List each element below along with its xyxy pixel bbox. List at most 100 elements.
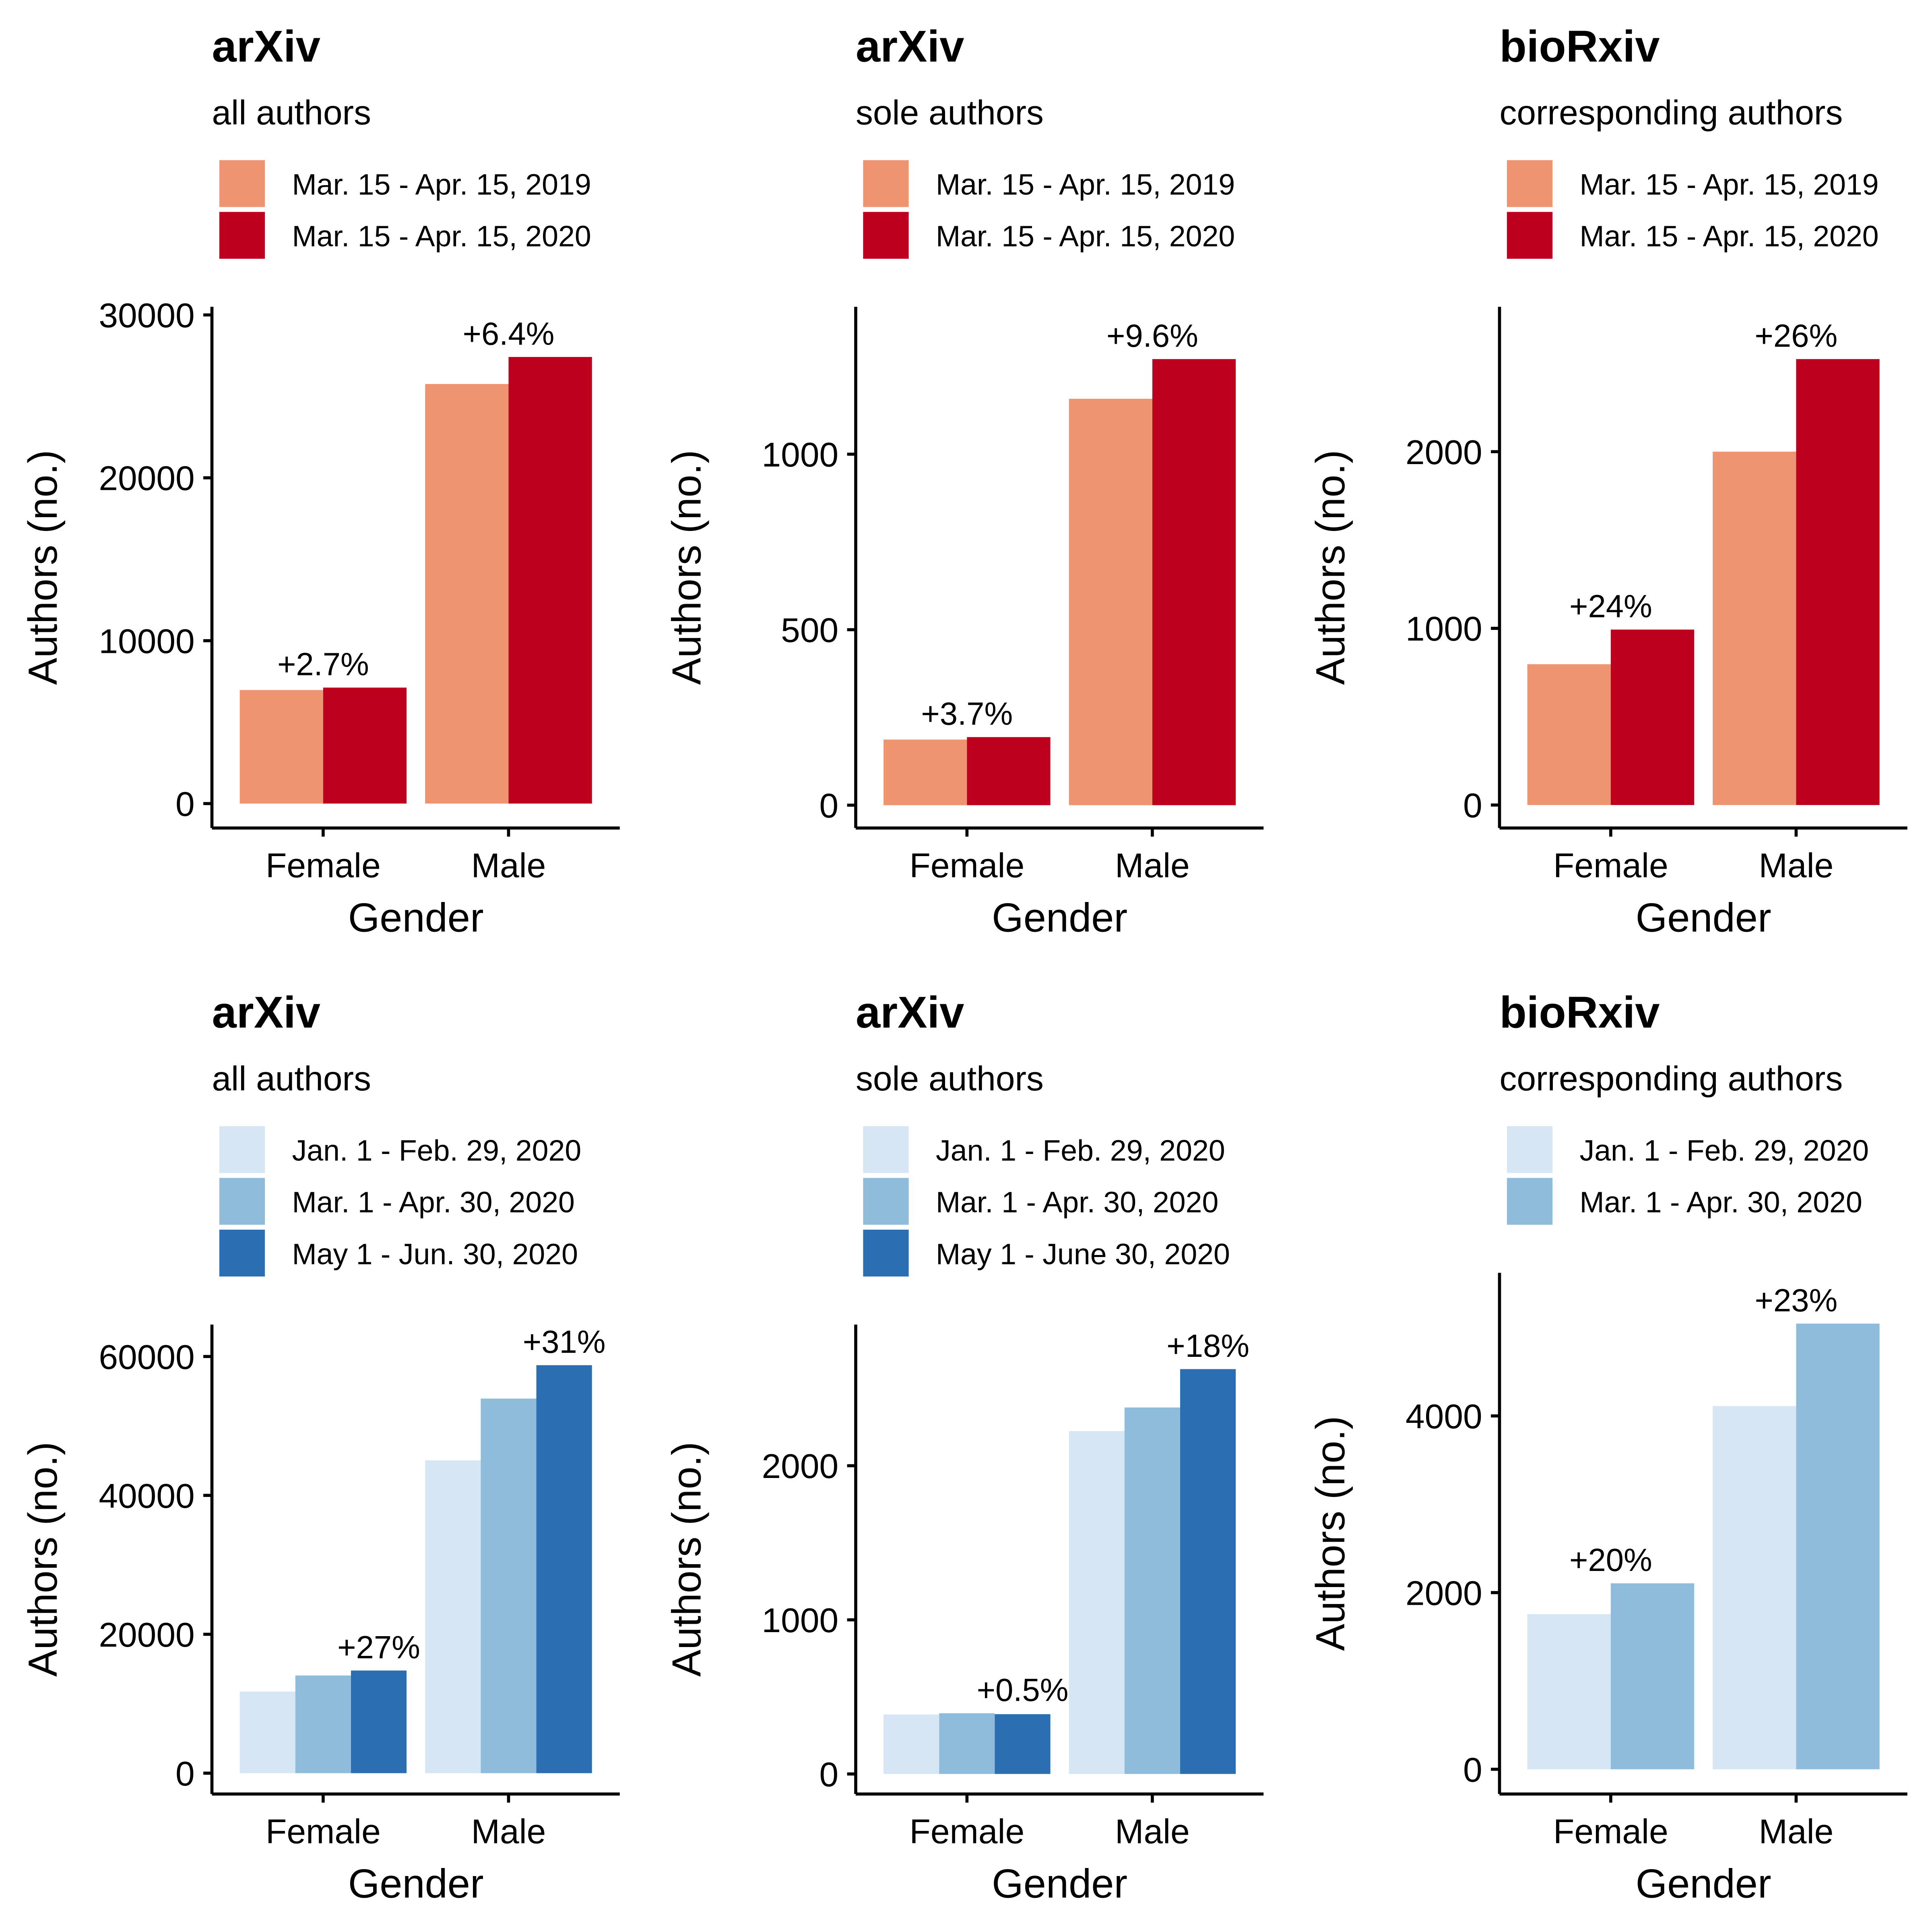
y-tick-label: 20000 (99, 1616, 194, 1654)
legend-swatch (219, 1126, 265, 1173)
chart-subtitle: corresponding authors (1500, 1059, 1843, 1098)
legend-label: Mar. 15 - Apr. 15, 2020 (1579, 219, 1878, 253)
y-tick-label: 4000 (1406, 1397, 1482, 1436)
y-axis-title: Authors (no.) (664, 1442, 709, 1677)
bar (1527, 664, 1611, 805)
x-tick-label: Female (266, 1812, 381, 1851)
bar (295, 1675, 351, 1773)
y-tick-label: 0 (175, 785, 195, 824)
y-tick-label: 0 (175, 1754, 195, 1793)
x-tick-label: Male (1759, 1812, 1834, 1851)
y-tick-label: 60000 (99, 1338, 194, 1377)
bar (1610, 630, 1695, 805)
annotation: +27% (337, 1629, 420, 1665)
x-tick-label: Female (1553, 846, 1668, 885)
y-tick-label: 40000 (99, 1477, 194, 1515)
bar (425, 1460, 481, 1773)
legend-label: Mar. 15 - Apr. 15, 2019 (936, 168, 1235, 201)
annotation: +6.4% (463, 316, 555, 351)
x-tick-label: Female (909, 1812, 1024, 1851)
legend-label: Mar. 1 - Apr. 30, 2020 (936, 1185, 1218, 1219)
legend-label: May 1 - June 30, 2020 (936, 1237, 1230, 1271)
legend-label: Mar. 1 - Apr. 30, 2020 (1579, 1185, 1862, 1219)
annotation: +18% (1166, 1328, 1249, 1364)
x-tick-label: Female (1553, 1812, 1668, 1851)
bar (1610, 1583, 1695, 1769)
legend-swatch (863, 1230, 909, 1277)
panel: bioRxiv corresponding authors Jan. 1 - Feb… (1308, 988, 1907, 1906)
y-tick-label: 10000 (99, 622, 194, 661)
x-tick-label: Male (1115, 1812, 1190, 1851)
panel: bioRxiv corresponding authors Mar. 15 - Ap… (1308, 22, 1907, 940)
bar (1124, 1407, 1181, 1774)
legend-label: Jan. 1 - Feb. 29, 2020 (936, 1134, 1225, 1167)
legend-label: Jan. 1 - Feb. 29, 2020 (292, 1134, 582, 1167)
y-tick-label: 1000 (762, 436, 839, 474)
x-axis-title: Gender (992, 1861, 1127, 1906)
x-tick-label: Female (909, 846, 1024, 885)
panel: arXiv sole authors Jan. 1 - Feb. 29, 2020 M… (664, 988, 1264, 1906)
chart-title: arXiv (856, 988, 964, 1037)
bar (481, 1398, 537, 1773)
bar (536, 1365, 592, 1773)
x-tick-label: Male (1759, 846, 1834, 885)
bar (939, 1713, 995, 1774)
x-tick-label: Male (1115, 846, 1190, 885)
y-tick-label: 1000 (762, 1601, 839, 1640)
chart-title: arXiv (212, 22, 321, 71)
y-axis-title: Authors (no.) (1308, 1416, 1353, 1651)
chart-title: bioRxiv (1500, 22, 1660, 71)
chart-subtitle: sole authors (856, 93, 1044, 132)
legend-swatch (1507, 1126, 1553, 1173)
bar (1796, 359, 1880, 805)
bar (1527, 1614, 1611, 1769)
legend-label: Mar. 15 - Apr. 15, 2019 (1579, 168, 1878, 201)
x-tick-label: Male (471, 846, 546, 885)
legend-swatch (219, 1178, 265, 1225)
annotation: +0.5% (977, 1672, 1069, 1708)
annotation: +31% (523, 1324, 606, 1360)
chart-subtitle: all authors (212, 1059, 371, 1098)
y-tick-label: 0 (819, 786, 838, 825)
panel: arXiv all authors Mar. 15 - Apr. 15, 2019 M… (21, 22, 620, 940)
annotation: +2.7% (277, 646, 369, 682)
bar (967, 737, 1051, 805)
x-axis-title: Gender (348, 1861, 484, 1906)
legend-swatch (863, 160, 909, 207)
annotation: +24% (1569, 588, 1652, 624)
legend-swatch (1507, 160, 1553, 207)
bar (883, 739, 967, 805)
bar (1069, 1431, 1125, 1774)
y-tick-label: 500 (781, 611, 838, 650)
y-tick-label: 0 (1463, 1750, 1482, 1789)
legend-label: Mar. 15 - Apr. 15, 2020 (936, 219, 1235, 253)
y-tick-label: 0 (1463, 786, 1482, 825)
bar (883, 1714, 939, 1774)
annotation: +9.6% (1106, 318, 1198, 354)
annotation: +26% (1755, 318, 1838, 354)
y-tick-label: 30000 (99, 296, 194, 335)
legend-swatch (1507, 1178, 1553, 1225)
bar (239, 1691, 295, 1773)
legend-swatch (1507, 212, 1553, 259)
legend-swatch (219, 160, 265, 207)
chart-subtitle: corresponding authors (1500, 93, 1843, 132)
chart-title: arXiv (212, 988, 321, 1037)
annotation: +20% (1569, 1542, 1652, 1578)
legend-label: Mar. 15 - Apr. 15, 2019 (292, 168, 591, 201)
y-tick-label: 2000 (1406, 433, 1482, 472)
legend-label: Mar. 15 - Apr. 15, 2020 (292, 219, 591, 253)
x-axis-title: Gender (992, 895, 1127, 940)
y-tick-label: 2000 (1406, 1574, 1482, 1612)
y-tick-label: 0 (819, 1755, 838, 1794)
y-axis-title: Authors (no.) (21, 450, 66, 685)
annotation: +23% (1755, 1282, 1838, 1318)
panel: arXiv all authors Jan. 1 - Feb. 29, 2020 Ma… (21, 988, 620, 1906)
bar (1069, 398, 1152, 805)
chart-subtitle: all authors (212, 93, 371, 132)
bar (1796, 1323, 1880, 1769)
x-axis-title: Gender (1636, 1861, 1771, 1906)
bar (1713, 452, 1796, 805)
chart-title: bioRxiv (1500, 988, 1660, 1037)
chart-subtitle: sole authors (856, 1059, 1044, 1098)
